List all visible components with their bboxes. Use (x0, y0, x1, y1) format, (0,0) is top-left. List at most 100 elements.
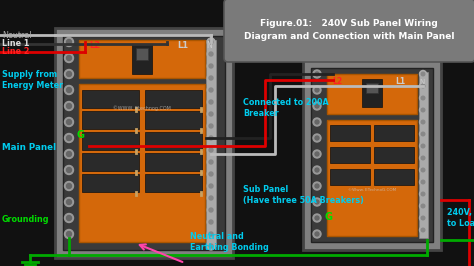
Circle shape (315, 216, 319, 220)
Circle shape (209, 244, 213, 248)
Text: Supply from
Energy Meter: Supply from Energy Meter (2, 70, 63, 90)
Circle shape (421, 84, 425, 88)
Circle shape (421, 132, 425, 136)
Circle shape (313, 166, 321, 174)
Circle shape (315, 136, 319, 140)
Bar (419, 72, 428, 238)
Circle shape (209, 136, 213, 140)
Bar (327, 74, 417, 114)
Circle shape (64, 149, 73, 159)
FancyBboxPatch shape (224, 0, 474, 62)
Circle shape (207, 158, 215, 166)
Circle shape (66, 184, 72, 189)
Bar (82, 153, 139, 171)
Circle shape (207, 50, 215, 58)
Circle shape (207, 206, 215, 214)
Circle shape (207, 74, 215, 82)
Circle shape (64, 181, 73, 190)
Circle shape (66, 88, 72, 93)
Circle shape (209, 112, 213, 116)
Text: L2: L2 (89, 41, 100, 50)
Circle shape (313, 134, 321, 142)
Circle shape (209, 100, 213, 104)
Circle shape (313, 214, 321, 222)
Circle shape (207, 110, 215, 118)
Bar (145, 90, 202, 108)
Circle shape (207, 182, 215, 190)
Circle shape (66, 56, 72, 60)
Text: Line 1: Line 1 (2, 39, 29, 48)
Bar (330, 147, 370, 163)
Text: L1: L1 (177, 41, 188, 50)
Circle shape (209, 172, 213, 176)
Bar (374, 169, 414, 185)
Bar (132, 44, 152, 74)
Circle shape (209, 64, 213, 68)
Circle shape (419, 118, 427, 126)
Text: Line 2: Line 2 (2, 48, 29, 56)
Circle shape (421, 216, 425, 220)
Bar (206, 40, 216, 246)
Circle shape (66, 215, 72, 221)
Circle shape (207, 194, 215, 202)
Bar (303, 60, 441, 250)
Bar (82, 174, 139, 192)
Bar (362, 79, 382, 107)
Text: N: N (206, 41, 212, 50)
Circle shape (209, 88, 213, 92)
Circle shape (209, 232, 213, 236)
Circle shape (419, 178, 427, 185)
Circle shape (207, 62, 215, 70)
Text: ©WWW. Etechnog.COM: ©WWW. Etechnog.COM (113, 105, 171, 111)
Bar (79, 84, 205, 242)
Circle shape (207, 98, 215, 106)
Circle shape (64, 214, 73, 222)
Circle shape (421, 192, 425, 196)
Circle shape (315, 72, 319, 76)
Circle shape (315, 168, 319, 172)
Circle shape (209, 196, 213, 200)
Circle shape (207, 242, 215, 250)
Circle shape (66, 200, 72, 205)
Circle shape (66, 39, 72, 44)
Text: ©Www. ETechnoG.COM: ©Www. ETechnoG.COM (348, 188, 396, 192)
Bar (82, 132, 139, 150)
Text: L1: L1 (395, 77, 405, 86)
Bar (79, 40, 205, 78)
Circle shape (207, 170, 215, 178)
Text: Main Panel: Main Panel (2, 143, 56, 152)
Circle shape (209, 148, 213, 152)
Circle shape (421, 180, 425, 184)
Bar (311, 68, 433, 242)
Circle shape (421, 228, 425, 232)
Text: Neutral and
Earthing Bonding: Neutral and Earthing Bonding (190, 232, 269, 252)
Circle shape (419, 143, 427, 149)
Circle shape (209, 76, 213, 80)
Circle shape (419, 70, 427, 77)
Circle shape (313, 230, 321, 238)
Circle shape (66, 72, 72, 77)
Bar (374, 147, 414, 163)
Circle shape (66, 119, 72, 124)
Text: G: G (325, 212, 333, 222)
Circle shape (207, 134, 215, 142)
Circle shape (207, 230, 215, 238)
Circle shape (66, 168, 72, 172)
Circle shape (313, 102, 321, 110)
Bar (82, 90, 139, 108)
Circle shape (315, 120, 319, 124)
Bar (145, 132, 202, 150)
Bar (63, 36, 225, 250)
Circle shape (313, 182, 321, 190)
Circle shape (315, 104, 319, 108)
Bar (136, 48, 148, 60)
Bar (327, 120, 417, 236)
Circle shape (419, 155, 427, 161)
Circle shape (419, 131, 427, 138)
Text: L2: L2 (332, 77, 342, 86)
Circle shape (207, 122, 215, 130)
Bar (145, 174, 202, 192)
Circle shape (419, 82, 427, 89)
Circle shape (209, 124, 213, 128)
Circle shape (419, 202, 427, 210)
